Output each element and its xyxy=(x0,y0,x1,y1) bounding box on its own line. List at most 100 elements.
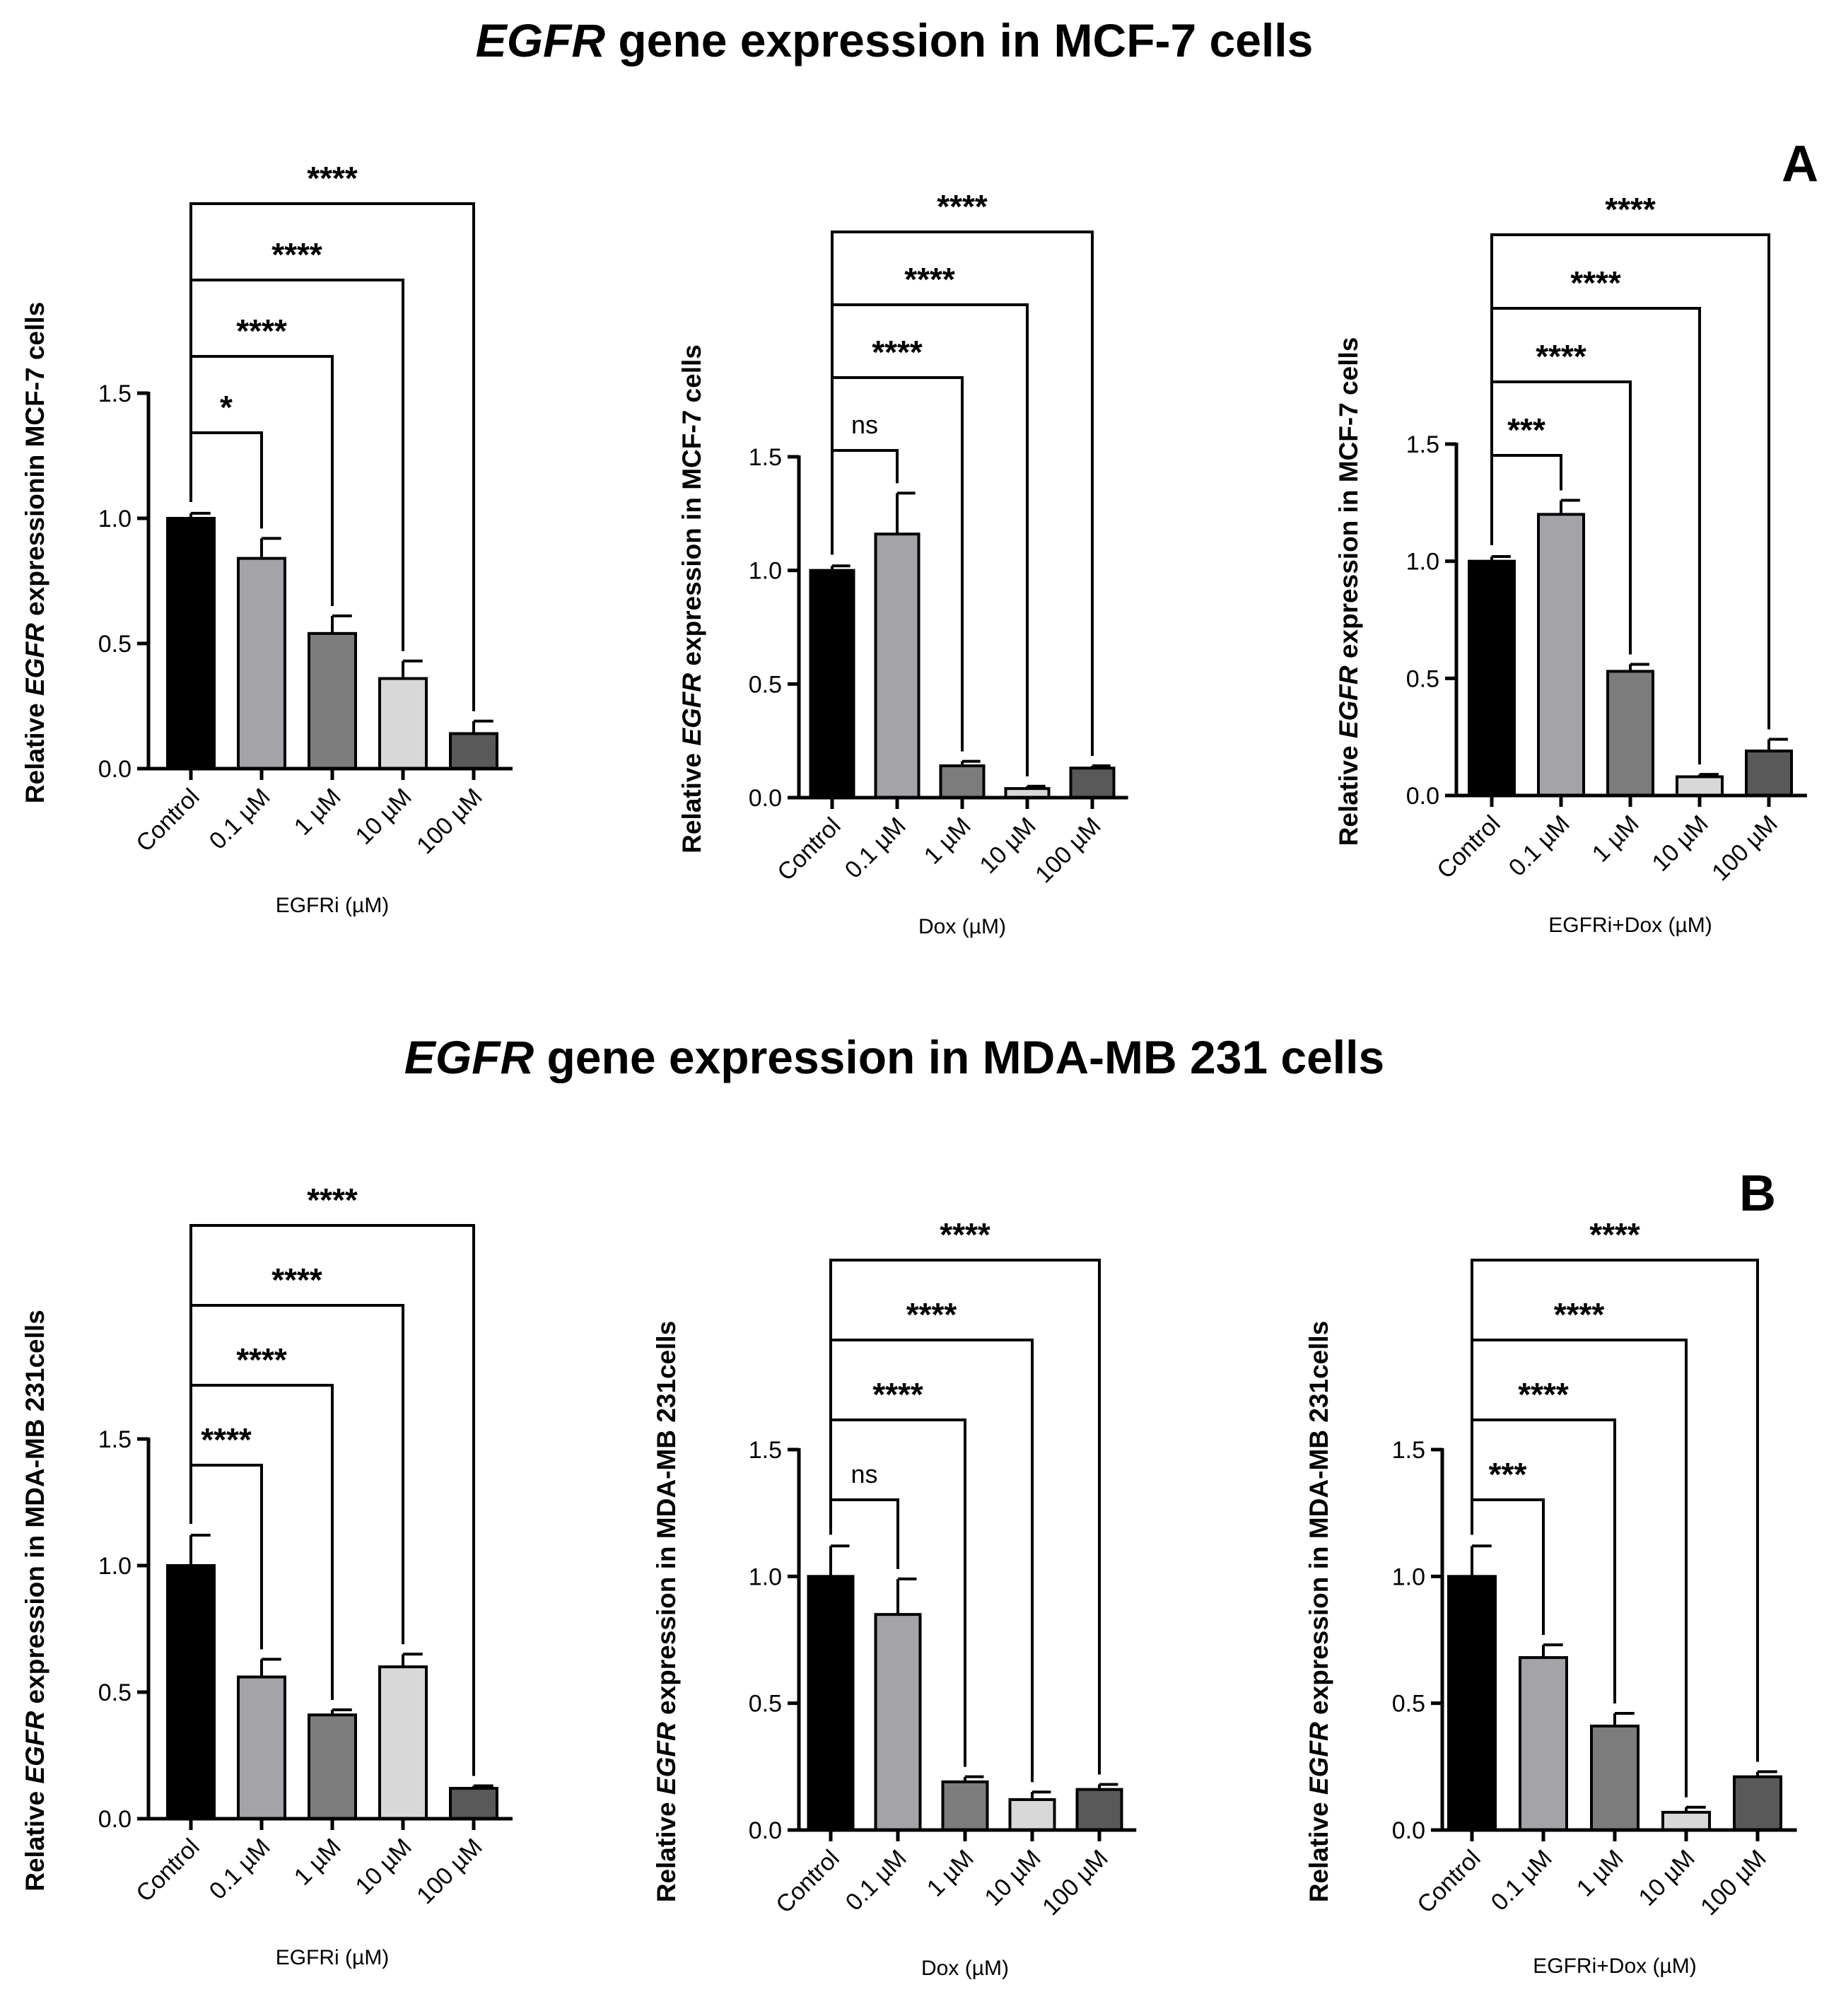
error-bar xyxy=(260,1657,281,1677)
y-tick-label: 1.0 xyxy=(1406,549,1439,576)
y-tick-label: 1.0 xyxy=(749,1563,782,1590)
significance-label: **** xyxy=(1536,338,1586,375)
y-tick-label: 0.5 xyxy=(1392,1691,1425,1718)
error-bar xyxy=(1026,784,1046,789)
error-bar xyxy=(402,659,423,679)
section-b-title-rest: gene expression in MDA-MB 231 cells xyxy=(534,1031,1384,1083)
error-bar xyxy=(1613,1712,1635,1726)
y-tick-label: 0.5 xyxy=(749,1691,782,1718)
x-axis-label: Dox (µM) xyxy=(921,1957,1009,1980)
x-tick-label: 1 µM xyxy=(922,1845,979,1902)
bar xyxy=(874,1613,922,1831)
significance-label: **** xyxy=(236,1341,287,1378)
error-bar xyxy=(1629,663,1649,672)
error-bar xyxy=(189,511,211,518)
error-bar xyxy=(402,1653,423,1667)
bar xyxy=(941,1780,989,1831)
y-axis-label-part: expression in MCF-7 cells xyxy=(1334,337,1363,666)
significance-label: *** xyxy=(1507,412,1545,448)
x-tick-label: 100 µM xyxy=(411,783,488,860)
error-bar xyxy=(1098,1783,1118,1790)
significance-bracket xyxy=(189,1304,404,1645)
significance-label: **** xyxy=(307,1182,358,1218)
y-tick-label: 0.0 xyxy=(749,785,782,812)
section-b-title: EGFR gene expression in MDA-MB 231 cells xyxy=(404,1031,1384,1083)
error-bar xyxy=(331,614,352,634)
y-tick-label: 0.5 xyxy=(1406,665,1439,692)
x-tick-label: 10 µM xyxy=(1647,810,1713,877)
error-bar xyxy=(896,491,916,535)
bar xyxy=(807,1575,855,1831)
x-tick-label: Control xyxy=(131,783,204,857)
y-axis-label: Relative EGFR expression in MDA-MB 231ce… xyxy=(652,1321,681,1903)
y-axis-label-gene: EGFR xyxy=(21,623,49,696)
bar xyxy=(1661,1810,1711,1831)
x-axis-label: EGFRi (µM) xyxy=(276,894,390,917)
bar xyxy=(237,557,286,770)
significance-label: **** xyxy=(1570,264,1621,301)
bar xyxy=(939,764,986,799)
significance-label: ns xyxy=(851,410,878,439)
y-axis-label-gene: EGFR xyxy=(21,1711,49,1783)
bar xyxy=(449,732,498,770)
y-tick-label: 1.5 xyxy=(1392,1437,1425,1464)
bar xyxy=(1733,1775,1782,1831)
y-axis-label-gene: EGFR xyxy=(677,673,706,746)
x-tick-label: Control xyxy=(1412,1845,1485,1918)
bar xyxy=(1676,775,1724,797)
y-tick-label: 0.5 xyxy=(749,671,782,698)
error-bar xyxy=(1031,1790,1051,1800)
section-b-title-gene: EGFR xyxy=(404,1031,534,1083)
error-bar xyxy=(1756,1770,1777,1777)
bar xyxy=(1606,670,1654,797)
y-axis-label-part: expression in MDA-MB 231cells xyxy=(652,1321,681,1723)
significance-bracket xyxy=(1490,307,1701,765)
significance-label: **** xyxy=(1589,1216,1640,1253)
error-bar xyxy=(189,1534,211,1566)
y-tick-label: 1.5 xyxy=(98,380,132,407)
bar xyxy=(237,1675,286,1821)
x-tick-label: 0.1 µM xyxy=(1486,1845,1557,1916)
y-axis-label-part: expressionin MCF-7 cells xyxy=(21,302,49,623)
significance-label: ns xyxy=(851,1459,877,1488)
y-axis-label-part: expression in MDA-MB 231cells xyxy=(21,1310,49,1711)
x-tick-label: Control xyxy=(1432,810,1505,884)
x-tick-label: 10 µM xyxy=(979,1845,1046,1911)
x-tick-label: 0.1 µM xyxy=(1504,810,1575,882)
y-tick-label: 0.0 xyxy=(1392,1817,1425,1844)
significance-label: **** xyxy=(872,1376,923,1413)
y-axis-label-gene: EGFR xyxy=(652,1722,681,1795)
error-bar xyxy=(472,719,493,734)
bar xyxy=(378,677,428,770)
significance-bracket xyxy=(829,1339,1034,1783)
panel-letter-b: B xyxy=(1739,1165,1776,1222)
bar xyxy=(1745,750,1793,797)
x-axis-label: EGFRi+Dox (µM) xyxy=(1533,1954,1696,1978)
y-axis-label: Relative EGFR expression in MCF-7 cells xyxy=(1334,337,1363,846)
error-bar xyxy=(831,564,851,571)
significance-label: **** xyxy=(906,1296,957,1333)
x-tick-label: 0.1 µM xyxy=(204,783,276,855)
x-tick-label: 10 µM xyxy=(350,1834,416,1900)
error-bar xyxy=(1542,1643,1563,1658)
bar xyxy=(308,631,357,771)
error-bar xyxy=(260,537,281,559)
significance-label: **** xyxy=(201,1421,252,1458)
significance-label: **** xyxy=(307,160,358,197)
panel-letter-a: A xyxy=(1782,136,1818,192)
y-axis-label-part: Relative xyxy=(1304,1795,1333,1902)
x-tick-label: 100 µM xyxy=(1695,1845,1772,1921)
x-axis-label: Dox (µM) xyxy=(918,915,1006,938)
significance-label: **** xyxy=(904,261,955,298)
significance-bracket xyxy=(189,1224,475,1776)
x-tick-label: 1 µM xyxy=(1587,810,1644,868)
significance-label: **** xyxy=(1605,191,1656,228)
bar xyxy=(1537,513,1585,798)
y-axis-label: Relative EGFR expression in MDA-MB 231ce… xyxy=(1304,1321,1333,1903)
bar xyxy=(1075,1788,1123,1831)
y-tick-label: 1.5 xyxy=(98,1426,132,1453)
x-tick-label: 0.1 µM xyxy=(841,1845,912,1916)
y-axis-label: Relative EGFR expressionin MCF-7 cells xyxy=(21,302,49,803)
y-axis-label-part: expression in MCF-7 cells xyxy=(677,344,706,673)
